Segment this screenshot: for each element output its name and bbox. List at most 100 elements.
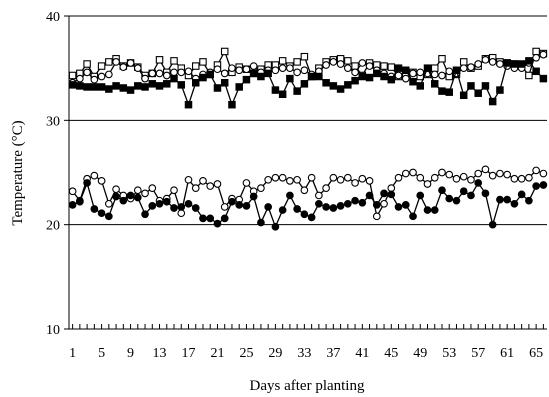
data-point [452,196,461,205]
data-point [83,83,91,91]
data-point [68,187,77,196]
data-point [177,81,186,89]
data-point [445,194,454,203]
data-point [104,212,113,221]
data-point [532,182,540,190]
data-point [459,91,468,100]
data-point [68,71,77,80]
data-point [148,184,157,192]
data-point [387,184,396,192]
data-point [155,82,164,90]
x-tick-label: 17 [182,346,196,361]
data-point [307,72,316,81]
data-point [126,86,135,94]
data-point [445,170,454,179]
data-point [242,75,251,84]
data-point [438,186,446,195]
data-point [220,47,229,56]
data-point [532,166,540,175]
data-point [336,85,345,93]
data-point [155,56,164,64]
data-point [141,189,149,198]
data-point [271,66,280,75]
data-point [532,67,540,76]
data-point [416,68,425,77]
data-point [409,168,417,177]
data-point [104,70,113,79]
data-point [430,80,439,88]
data-point [90,171,99,180]
data-point [532,47,540,56]
data-point [496,195,504,204]
data-point [235,200,244,209]
data-point [402,66,410,75]
data-point [452,66,461,75]
data-point [416,191,425,200]
data-point [467,63,475,71]
data-point [488,58,497,66]
series-2 [68,50,548,87]
x-tick-label: 45 [384,346,398,361]
data-point [351,62,359,70]
data-point [83,60,91,68]
data-point [257,218,265,227]
data-point [112,185,120,194]
data-point [271,86,280,94]
data-point [423,206,432,214]
data-point [365,176,374,185]
data-point [68,200,77,209]
data-point [467,175,475,184]
data-point [97,72,106,81]
data-point [90,205,99,213]
x-tick-label: 53 [442,346,456,361]
data-point [430,70,439,79]
data-point [213,219,222,228]
x-tick-label: 61 [500,346,514,361]
data-point [242,202,251,210]
data-point [220,203,229,211]
data-point [532,53,540,62]
tick-labels: 10 20 30 40 1 5 9 13 17 21 25 29 33 37 41 45 49 53 57 61 65 [46,10,543,361]
y-tick-label: 20 [46,219,60,234]
data-point [286,191,294,200]
data-point [343,199,352,208]
data-point [474,89,482,97]
data-point [416,82,425,90]
data-point [401,169,410,178]
data-point [278,64,287,73]
data-point [329,204,338,212]
data-point [315,199,323,208]
data-point [184,175,193,184]
data-point [155,199,164,208]
data-point [264,69,272,78]
data-point [235,66,244,75]
data-point [155,69,164,78]
data-point [286,176,294,185]
data-point [68,81,77,89]
data-point [199,214,207,223]
data-point [336,175,345,184]
data-point [177,68,186,77]
data-point [387,75,396,84]
data-point [409,212,417,221]
data-point [278,57,287,65]
data-point [351,196,359,205]
data-point [163,80,171,88]
data-point [430,206,439,214]
data-point [503,195,512,204]
data-point [474,179,483,187]
data-point [459,58,468,66]
data-point [271,222,280,231]
data-point [257,72,265,81]
data-point [220,69,229,78]
data-point [170,186,178,195]
data-point [488,220,497,229]
data-point [286,74,294,83]
data-point [438,71,446,80]
data-point [105,58,113,66]
x-tick-label: 21 [210,346,224,361]
data-point [539,74,548,83]
data-point [525,71,533,80]
data-point [133,186,142,195]
